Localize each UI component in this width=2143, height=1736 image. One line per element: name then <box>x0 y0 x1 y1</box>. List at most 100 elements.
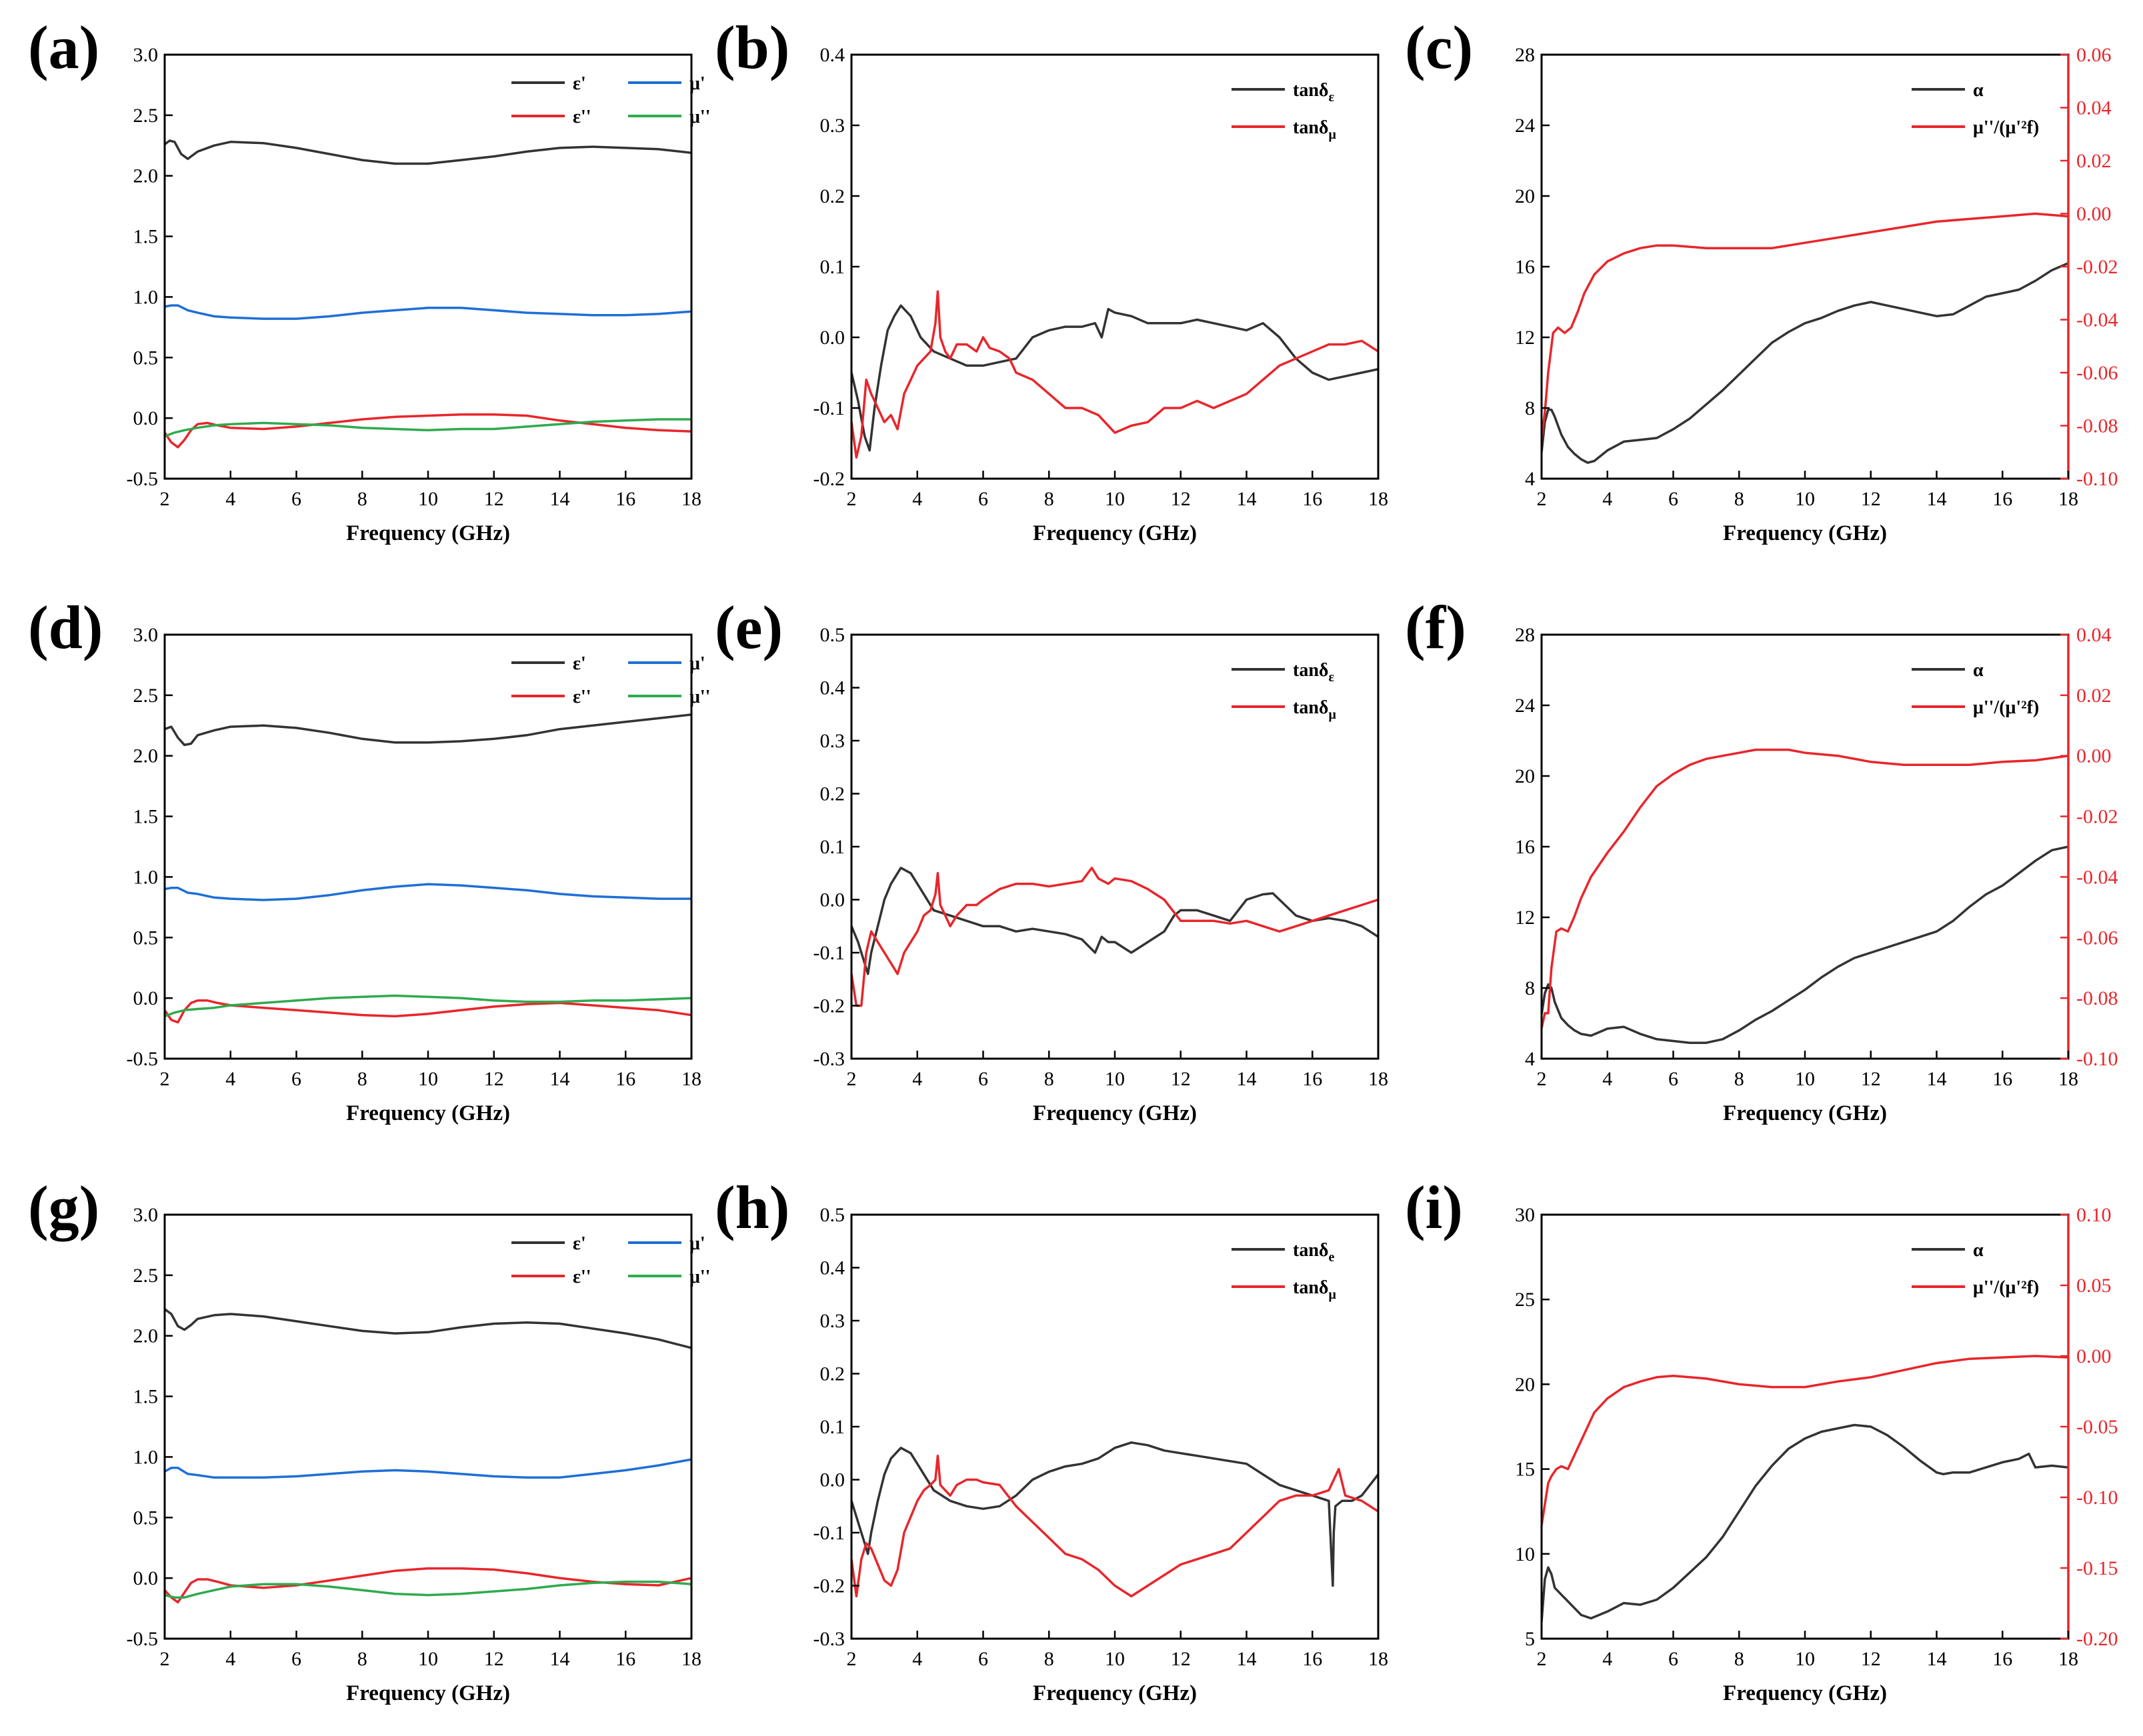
x-tick-label-i-4: 10 <box>1795 1648 1815 1670</box>
x-tick-label-e-0: 2 <box>847 1068 857 1090</box>
series-line-g-2 <box>165 1567 691 1604</box>
y-tick-label-b-0: -0.2 <box>813 468 845 490</box>
y-tick-label-d-5: 2.0 <box>133 745 159 767</box>
panel-e: (e) 2 4 6 8 10 12 14 16 18 -0.3 -0.2 -0.1 0.0 0.1 0.2 0.… <box>715 593 1388 1125</box>
x-axis-title-e: Frequency (GHz) <box>1033 1101 1197 1125</box>
panel-g: (g) 2 4 6 8 10 12 14 16 18 -0.5 0.0 0.5 1.0 1.5 2.0 2.5 3… <box>28 1173 710 1705</box>
series-line-e-1 <box>851 867 1378 1007</box>
legend-c: α μ''/(μ'²f) <box>1912 80 2039 138</box>
y2-tick-label-c-0: -0.10 <box>2076 468 2118 490</box>
x-tick-label-a-4: 10 <box>418 488 438 510</box>
x-tick-label-b-8: 18 <box>1368 488 1388 510</box>
series-line-a-0 <box>165 139 691 165</box>
x-tick-label-g-8: 18 <box>681 1648 701 1670</box>
x-tick-label-b-4: 10 <box>1105 488 1125 510</box>
y2-tick-label-i-1: -0.15 <box>2076 1557 2118 1579</box>
x-tick-label-g-4: 10 <box>418 1648 438 1670</box>
y2-tick-label-i-0: -0.20 <box>2076 1628 2118 1650</box>
legend-label-a-0: ε' <box>573 73 586 94</box>
y-tick-label-h-3: 0.0 <box>820 1469 845 1491</box>
panel-label-a: (a) <box>28 13 99 81</box>
y-tick-label-a-7: 3.0 <box>133 44 159 66</box>
y2-tick-label-f-6: 0.02 <box>2076 685 2112 707</box>
legend-label-g-0: ε' <box>573 1233 586 1254</box>
x-tick-label-a-7: 16 <box>615 488 635 510</box>
y-tick-label-h-7: 0.4 <box>820 1257 845 1279</box>
y2-tick-label-i-3: -0.05 <box>2076 1416 2118 1438</box>
y2-tick-label-c-7: 0.04 <box>2076 97 2112 119</box>
y-tick-label-a-6: 2.5 <box>133 105 159 127</box>
legend-label-c-1: μ''/(μ'²f) <box>1973 117 2039 138</box>
x-tick-label-a-5: 12 <box>484 488 504 510</box>
series-group-d <box>165 713 691 1024</box>
legend-label-g-2: ε'' <box>573 1267 591 1287</box>
panel-f: (f)2 4 6 8 10 12 14 16 18481216202428-0.10-0.08-… <box>1405 593 2118 1125</box>
y-tick-label-b-5: 0.3 <box>820 115 845 137</box>
x-tick-label-c-5: 12 <box>1861 488 1881 510</box>
legend-label-d-3: μ'' <box>689 687 710 707</box>
series-line-g-0 <box>165 1308 691 1349</box>
legend-label-h-1: tanδμ <box>1293 1277 1336 1302</box>
x-tick-label-g-5: 12 <box>484 1648 504 1670</box>
series-line-d-0 <box>165 713 691 747</box>
legend-i: α μ''/(μ'²f) <box>1912 1240 2039 1298</box>
x-tick-label-b-5: 12 <box>1171 488 1191 510</box>
x-tick-label-d-4: 10 <box>418 1068 438 1090</box>
x-tick-label-i-0: 2 <box>1537 1648 1547 1670</box>
x-tick-label-f-4: 10 <box>1795 1068 1815 1090</box>
legend-label-h-0: tanδe <box>1293 1240 1334 1265</box>
y2-tick-label-f-2: -0.06 <box>2076 927 2118 949</box>
y-tick-label-b-1: -0.1 <box>813 397 845 419</box>
series-line-b-0 <box>851 304 1378 452</box>
x-tick-label-g-6: 14 <box>550 1648 570 1670</box>
x-tick-label-d-7: 16 <box>615 1068 635 1090</box>
y2-tick-label-i-5: 0.05 <box>2076 1275 2112 1297</box>
panel-label-g: (g) <box>28 1173 99 1241</box>
series-group-c <box>1542 212 2068 464</box>
x-tick-label-i-8: 18 <box>2058 1648 2078 1670</box>
y-tick-label-i-0: 5 <box>1525 1628 1535 1650</box>
x-tick-label-e-1: 4 <box>912 1068 922 1090</box>
y2-tick-label-c-6: 0.02 <box>2076 150 2112 172</box>
y-tick-label-f-3: 16 <box>1515 836 1535 858</box>
legend-label-f-0: α <box>1973 660 1984 681</box>
x-tick-label-e-8: 18 <box>1368 1068 1388 1090</box>
y-tick-label-h-5: 0.2 <box>820 1363 845 1385</box>
series-group-e <box>851 867 1378 1007</box>
x-tick-label-f-6: 14 <box>1927 1068 1947 1090</box>
series-line-i-1 <box>1542 1355 2068 1526</box>
y2-tick-label-c-1: -0.08 <box>2076 415 2118 437</box>
y-tick-label-a-4: 1.5 <box>133 226 159 248</box>
y-tick-label-b-6: 0.4 <box>820 44 845 66</box>
series-line-a-3 <box>165 418 691 438</box>
legend-f: α μ''/(μ'²f) <box>1912 660 2039 718</box>
y-tick-label-h-6: 0.3 <box>820 1310 845 1332</box>
y-tick-label-d-1: 0.0 <box>133 987 159 1009</box>
x-tick-label-e-2: 6 <box>978 1068 988 1090</box>
series-line-e-0 <box>851 867 1378 975</box>
y-tick-label-c-2: 12 <box>1515 327 1535 349</box>
x-tick-label-d-3: 8 <box>357 1068 367 1090</box>
x-tick-label-d-0: 2 <box>160 1068 170 1090</box>
panel-label-h: (h) <box>715 1173 789 1241</box>
x-tick-label-d-8: 18 <box>681 1068 701 1090</box>
legend-h: tanδe tanδμ <box>1232 1240 1336 1302</box>
x-tick-label-i-3: 8 <box>1734 1648 1744 1670</box>
y-tick-label-f-2: 12 <box>1515 907 1535 929</box>
x-tick-label-f-8: 18 <box>2058 1068 2078 1090</box>
series-line-d-3 <box>165 994 691 1018</box>
panel-d: (d) 2 4 6 8 10 12 14 16 18 -0.5 0.0 0.5 1.0 1.5 2.0 2.5 3… <box>28 593 710 1125</box>
panel-b: (b) 2 4 6 8 10 12 14 16 18 -0.2 -0.1 0.0 0.1 0.2 0.3 0.4… <box>715 13 1388 545</box>
x-tick-label-h-3: 8 <box>1044 1648 1054 1670</box>
y-tick-label-e-2: -0.1 <box>813 942 845 964</box>
panel-label-d: (d) <box>28 593 103 661</box>
x-tick-label-e-3: 8 <box>1044 1068 1054 1090</box>
y2-tick-label-c-8: 0.06 <box>2076 44 2112 66</box>
legend-e: tanδε tanδμ <box>1232 660 1336 722</box>
y-tick-label-g-6: 2.5 <box>133 1265 159 1287</box>
panel-c: (c)2 4 6 8 10 12 14 16 18481216202428-0.10-0.08-… <box>1405 13 2118 545</box>
x-tick-label-e-5: 12 <box>1171 1068 1191 1090</box>
x-tick-label-h-1: 4 <box>912 1648 922 1670</box>
x-tick-label-d-6: 14 <box>550 1068 570 1090</box>
y2-tick-label-f-1: -0.08 <box>2076 987 2118 1009</box>
